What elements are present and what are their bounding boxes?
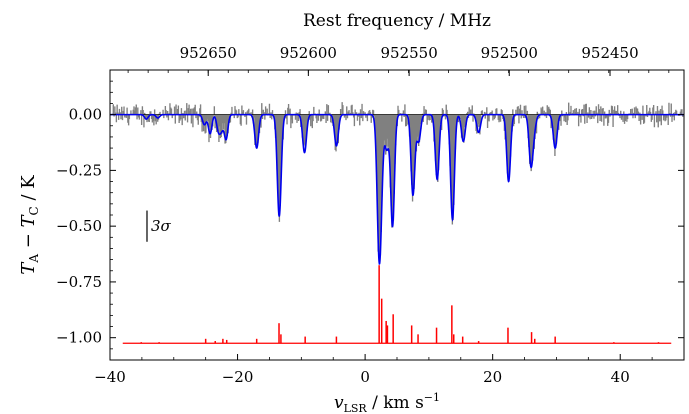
- top-axis-title: Rest frequency / MHz: [303, 11, 491, 31]
- top-tick-label: 952650: [180, 44, 237, 62]
- left-axis: 0.00 −0.25 −0.50 −0.75 −1.00 TA − TC / K: [18, 80, 684, 350]
- plot-frame: [109, 69, 685, 361]
- model-spectrum: [110, 113, 684, 266]
- y-tick-label: −0.50: [56, 217, 102, 235]
- top-tick-label: 952500: [481, 44, 538, 62]
- observed-spectrum: [111, 102, 684, 256]
- bottom-axis: −40 −20 0 20 40 vLSR / km s−1: [94, 354, 685, 414]
- plot-area: [110, 102, 684, 344]
- sigma-label: 3σ: [151, 217, 172, 235]
- x-tick-label: 20: [483, 368, 502, 386]
- top-tick-label: 952600: [280, 44, 337, 62]
- y-tick-label: 0.00: [69, 106, 102, 124]
- top-tick-label: 952450: [581, 44, 638, 62]
- y-tick-label: −1.00: [56, 329, 102, 347]
- y-axis-title: TA − TC / K: [18, 175, 41, 275]
- y-tick-label: −0.25: [56, 161, 102, 179]
- x-tick-label: −20: [222, 368, 254, 386]
- top-axis: 952650 952600 952550 952500 952450 Rest frequ…: [127, 11, 670, 76]
- y-tick-label: −0.75: [56, 273, 102, 291]
- x-tick-label: −40: [94, 368, 126, 386]
- top-tick-label: 952550: [380, 44, 437, 62]
- x-tick-label: 40: [611, 368, 630, 386]
- x-axis-title: vLSR / km s−1: [334, 391, 440, 414]
- x-tick-label: 0: [360, 368, 370, 386]
